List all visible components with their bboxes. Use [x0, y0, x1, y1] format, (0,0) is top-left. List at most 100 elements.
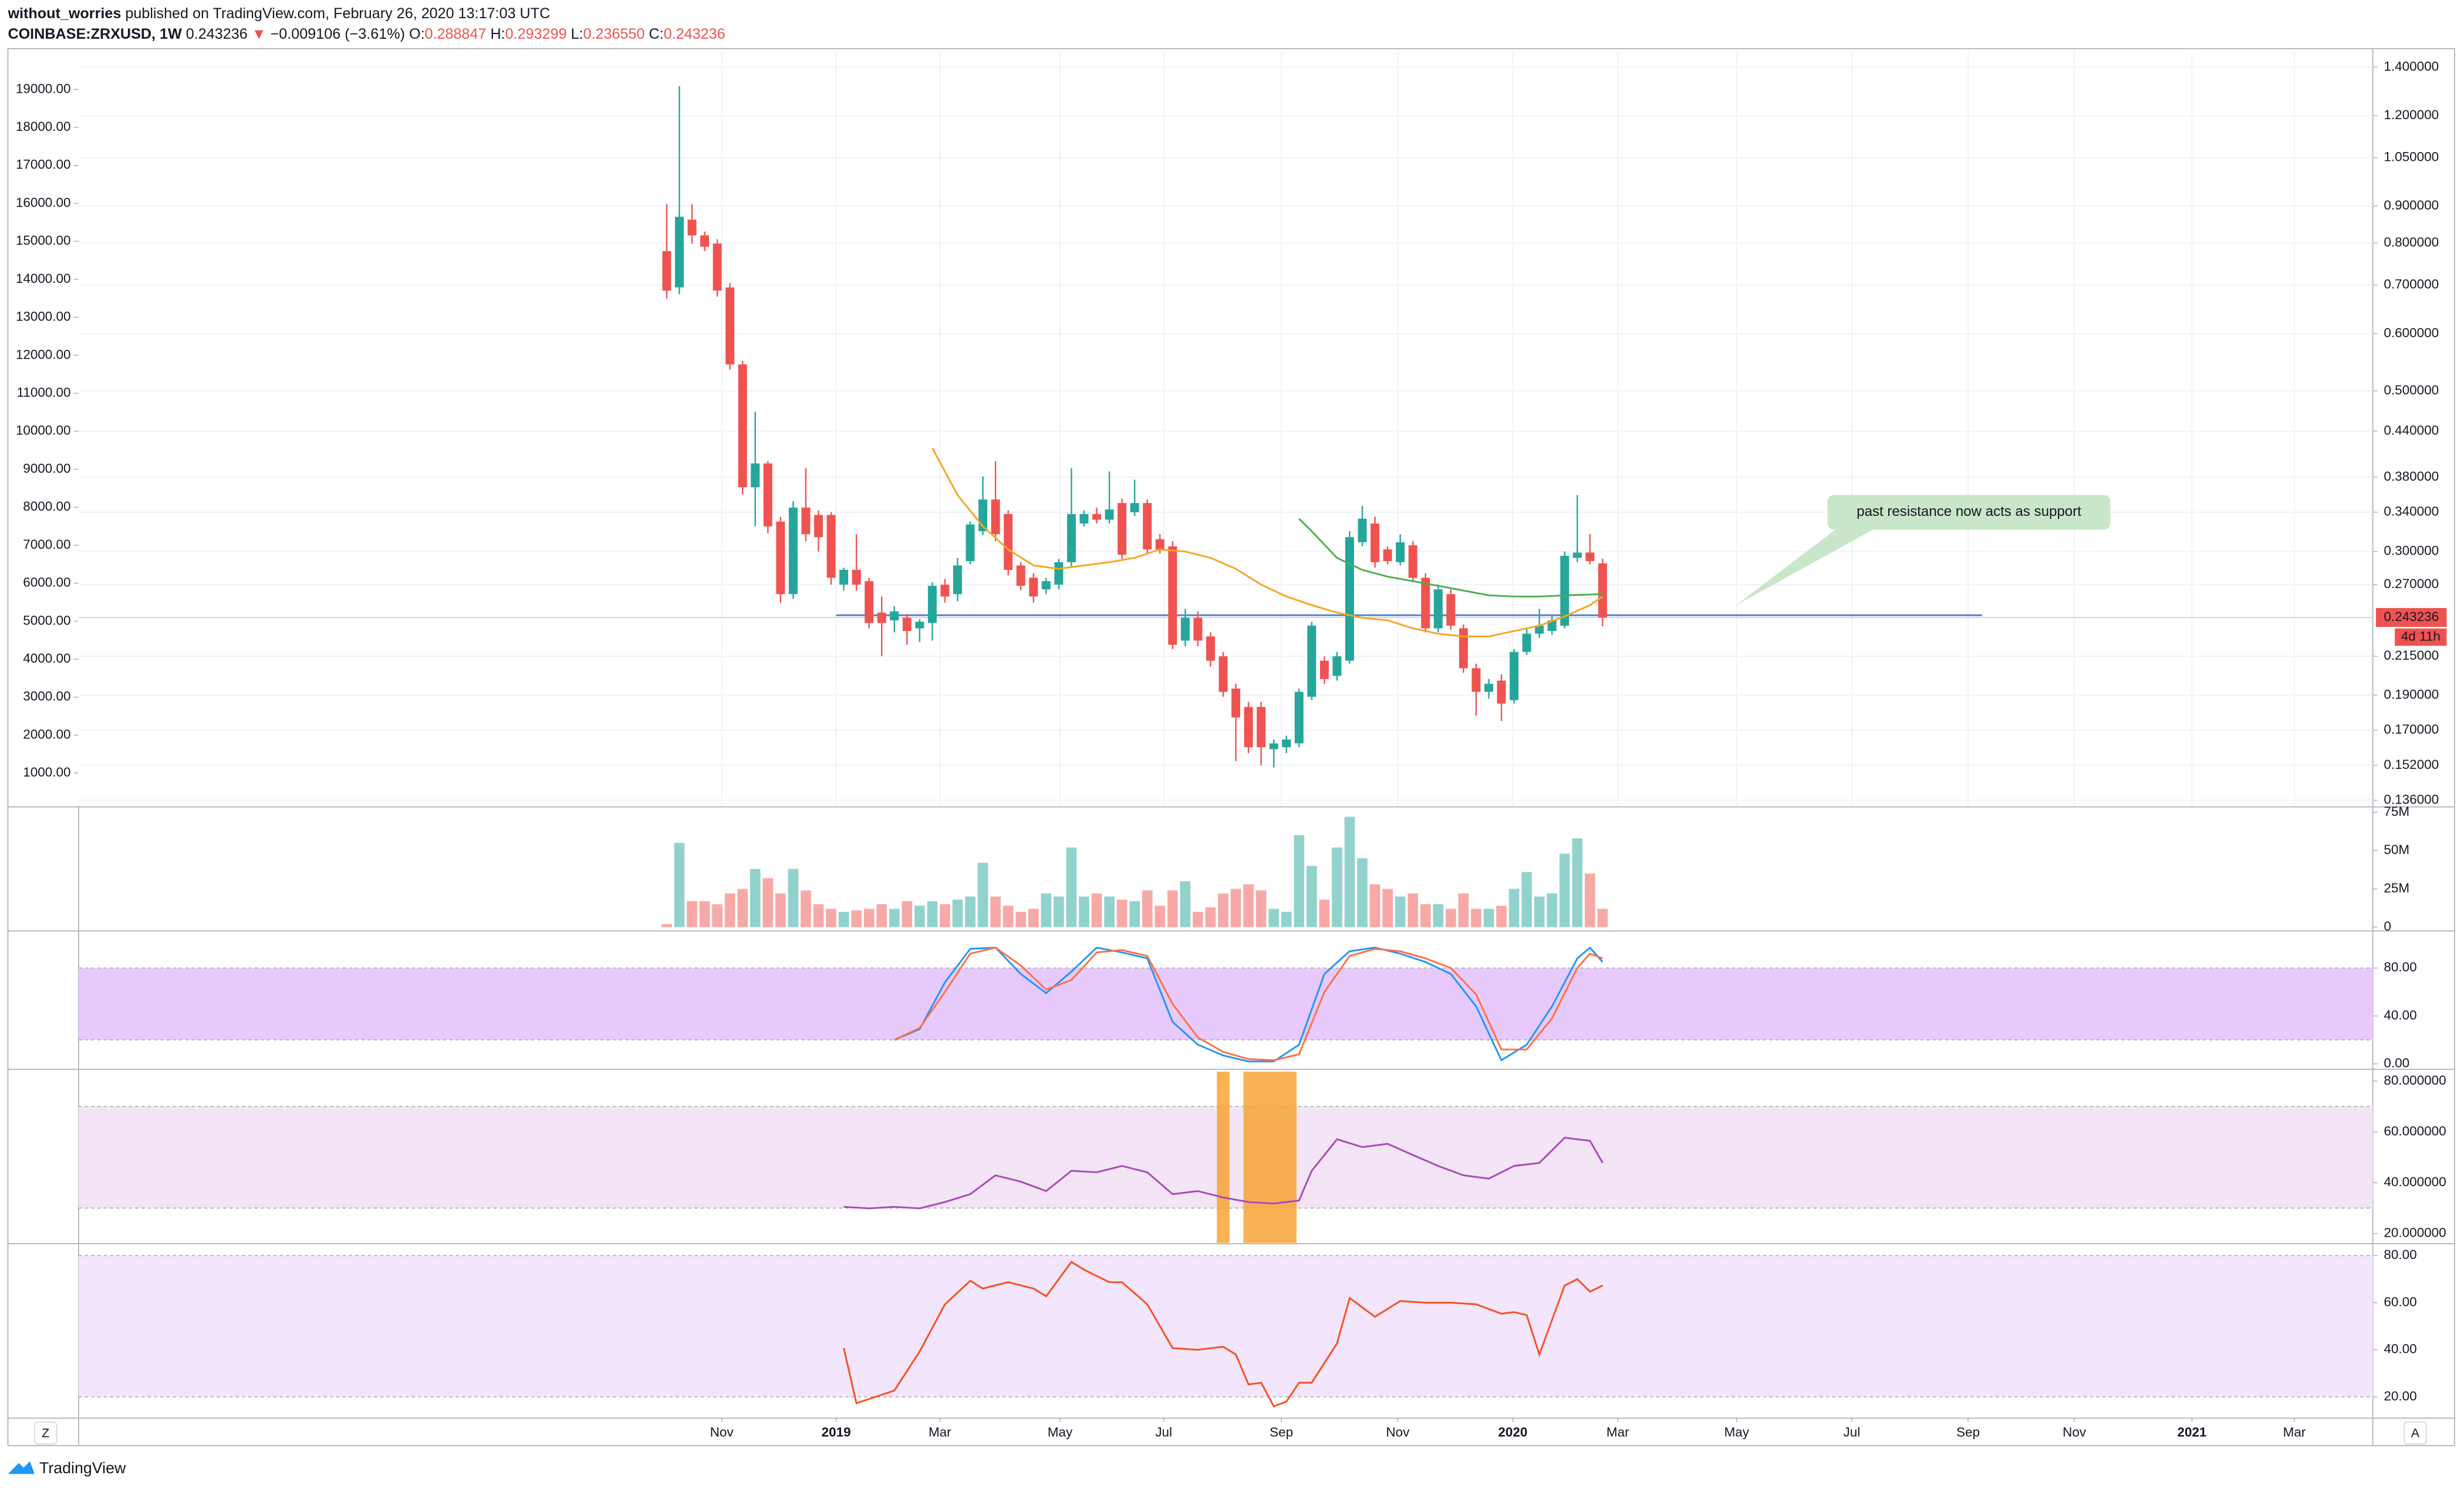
volume-bar: [1446, 909, 1456, 927]
candle-body: [1155, 539, 1165, 550]
y2-tick-label: 1000.00: [23, 765, 70, 779]
volume-bar: [1458, 893, 1469, 927]
candle-body: [1446, 594, 1456, 626]
candle-body: [1560, 555, 1569, 626]
annotation-callout: past resistance now acts as support: [1736, 495, 2111, 605]
candle-body: [1092, 514, 1102, 520]
y2-tick-label: 18000.00: [16, 119, 71, 134]
candle-body: [751, 463, 760, 488]
volume-bar: [1255, 890, 1267, 927]
volume-bar: [1534, 896, 1545, 927]
candle-body: [1547, 620, 1557, 632]
volume-bar: [1597, 909, 1608, 927]
candle-body: [1168, 546, 1177, 645]
y-tick-label: 0.00: [2384, 1055, 2409, 1070]
candle-body: [966, 524, 975, 561]
volume-bar: [674, 843, 685, 927]
candle-body: [674, 217, 684, 288]
volume-bar: [990, 896, 1001, 927]
y-tick-label: 1.200000: [2384, 107, 2439, 122]
ohlc-o: 0.288847: [425, 26, 487, 42]
candle-body: [1433, 589, 1443, 629]
volume-bar: [977, 863, 988, 927]
volume-bar: [914, 906, 925, 927]
highlight: [1243, 1071, 1297, 1243]
candle-body: [1535, 625, 1544, 634]
band: [78, 1255, 2373, 1397]
volume-bar: [1294, 835, 1305, 927]
volume-bar: [1559, 853, 1570, 927]
candle-body: [1319, 660, 1329, 679]
x-tick-label: Mar: [2283, 1425, 2306, 1440]
ohlc-h: 0.293299: [505, 26, 567, 42]
zoom-button[interactable]: [34, 1422, 58, 1445]
volume-bar: [1496, 906, 1507, 927]
candle-body: [1143, 503, 1152, 550]
volume-bar: [1332, 847, 1342, 927]
candle-body: [1004, 514, 1013, 570]
y2-tick-label: 8000.00: [23, 499, 70, 514]
ohlc-h-key: H:: [491, 26, 505, 42]
ohlc-o-key: O:: [409, 26, 425, 42]
volume-bar: [775, 893, 786, 927]
volume-bar: [737, 889, 748, 927]
y-tick-label: 40.000000: [2384, 1174, 2446, 1189]
auto-button[interactable]: [2404, 1422, 2427, 1445]
y-tick-label: 0: [2384, 919, 2391, 934]
volume-bar: [1319, 899, 1330, 927]
y-tick-label: 0.900000: [2384, 198, 2439, 212]
volume-bar: [1054, 896, 1064, 927]
candle-body: [776, 521, 785, 595]
y-tick-label: 40.00: [2384, 1008, 2416, 1022]
candle-body: [1294, 691, 1304, 744]
symbol-line: COINBASE:ZRXUSD, 1W 0.243236 ▼ −0.009106…: [8, 26, 725, 42]
volume-bar: [1155, 906, 1166, 927]
candle-body: [1029, 578, 1038, 597]
y2-tick-label: 13000.00: [16, 309, 71, 324]
volume-bar: [1230, 889, 1241, 927]
volume-bar: [889, 909, 900, 927]
candle-body: [1054, 562, 1064, 585]
y-tick-label: 1.400000: [2384, 59, 2439, 73]
candle-body: [1358, 518, 1367, 542]
y-tick-label: 60.000000: [2384, 1123, 2446, 1138]
y-tick-label: 0.440000: [2384, 423, 2439, 437]
candle-body: [1219, 656, 1228, 692]
candle-body: [865, 581, 874, 623]
volume-bar: [687, 901, 697, 927]
frame: [7, 48, 2455, 1446]
candle-body: [890, 611, 899, 620]
volume-bar: [801, 890, 811, 927]
volume-bar: [699, 901, 710, 927]
y2-tick-label: 5000.00: [23, 613, 70, 627]
volume-bar: [1471, 909, 1481, 927]
volume-bar: [1572, 838, 1583, 927]
candle-body: [1421, 578, 1430, 629]
indicator-line: [894, 946, 1603, 1061]
author: without_worries: [7, 5, 121, 22]
last-price-box: [2376, 607, 2447, 627]
y-tick-label: 75M: [2384, 804, 2409, 819]
volume-bar: [1193, 912, 1203, 927]
candle-body: [738, 364, 747, 488]
candle-body: [1118, 503, 1127, 555]
indicator-line: [931, 447, 1604, 637]
footer-brand: TradingView: [39, 1459, 126, 1477]
volume-bar: [724, 893, 735, 927]
volume-bar: [876, 904, 887, 927]
candle-body: [1471, 668, 1481, 692]
volume-bar: [1003, 906, 1014, 927]
volume-bar: [1142, 890, 1153, 927]
volume-bar: [1091, 893, 1102, 927]
y2-tick-label: 3000.00: [23, 689, 70, 704]
x-tick-label: Mar: [1606, 1425, 1629, 1440]
zoom-label: Z: [42, 1426, 49, 1440]
y-tick-label: 80.00: [2384, 960, 2416, 974]
x-tick-label: 2021: [2178, 1425, 2207, 1440]
volume-bar: [712, 904, 723, 927]
candle-body: [1484, 683, 1493, 692]
candle-body: [915, 622, 924, 629]
volume-bar: [661, 924, 672, 927]
candle-body: [1345, 537, 1354, 661]
candle-body: [1510, 652, 1519, 700]
